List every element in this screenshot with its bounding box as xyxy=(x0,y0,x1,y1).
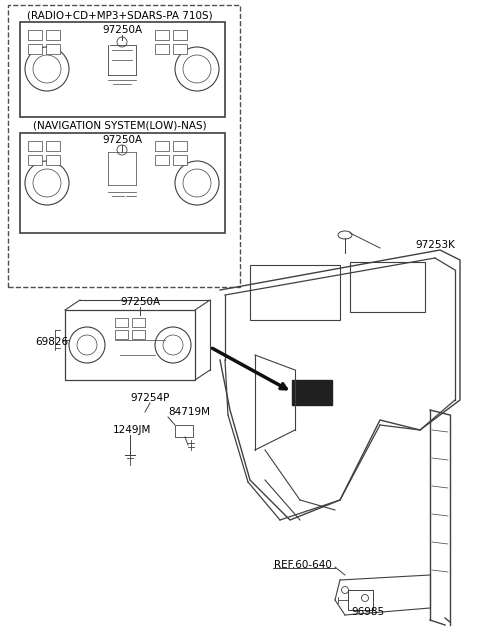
Bar xyxy=(115,318,128,327)
Bar xyxy=(250,265,340,320)
Text: 97254P: 97254P xyxy=(130,393,170,403)
Bar xyxy=(173,44,187,54)
Bar xyxy=(28,155,42,165)
Bar xyxy=(173,155,187,165)
Text: 97250A: 97250A xyxy=(120,297,160,307)
Bar xyxy=(8,5,240,287)
Bar xyxy=(132,318,145,327)
Bar xyxy=(155,155,169,165)
Text: 97250A: 97250A xyxy=(102,135,142,145)
Bar xyxy=(28,141,42,151)
Text: REF.60-640: REF.60-640 xyxy=(274,560,332,570)
Bar xyxy=(46,30,60,40)
Text: 84719M: 84719M xyxy=(168,407,210,417)
Bar xyxy=(173,141,187,151)
Bar xyxy=(155,44,169,54)
Text: (NAVIGATION SYSTEM(LOW)-NAS): (NAVIGATION SYSTEM(LOW)-NAS) xyxy=(33,120,207,130)
Text: 96985: 96985 xyxy=(351,607,384,617)
Bar xyxy=(175,425,193,437)
Bar xyxy=(20,133,225,233)
Bar xyxy=(292,380,332,405)
Text: (RADIO+CD+MP3+SDARS-PA 710S): (RADIO+CD+MP3+SDARS-PA 710S) xyxy=(27,11,213,21)
Bar xyxy=(65,310,195,380)
Text: 97253K: 97253K xyxy=(415,240,455,250)
Bar xyxy=(132,330,145,339)
Bar xyxy=(115,330,128,339)
Bar xyxy=(28,30,42,40)
Bar xyxy=(155,141,169,151)
Bar xyxy=(173,30,187,40)
Bar xyxy=(46,44,60,54)
Text: 1249JM: 1249JM xyxy=(113,425,151,435)
Text: 69826: 69826 xyxy=(36,337,69,347)
Bar xyxy=(155,30,169,40)
Bar xyxy=(348,590,373,610)
Text: 97250A: 97250A xyxy=(102,25,142,35)
Bar xyxy=(46,155,60,165)
Bar xyxy=(46,141,60,151)
Bar xyxy=(20,22,225,117)
Bar xyxy=(28,44,42,54)
Bar xyxy=(350,262,425,312)
